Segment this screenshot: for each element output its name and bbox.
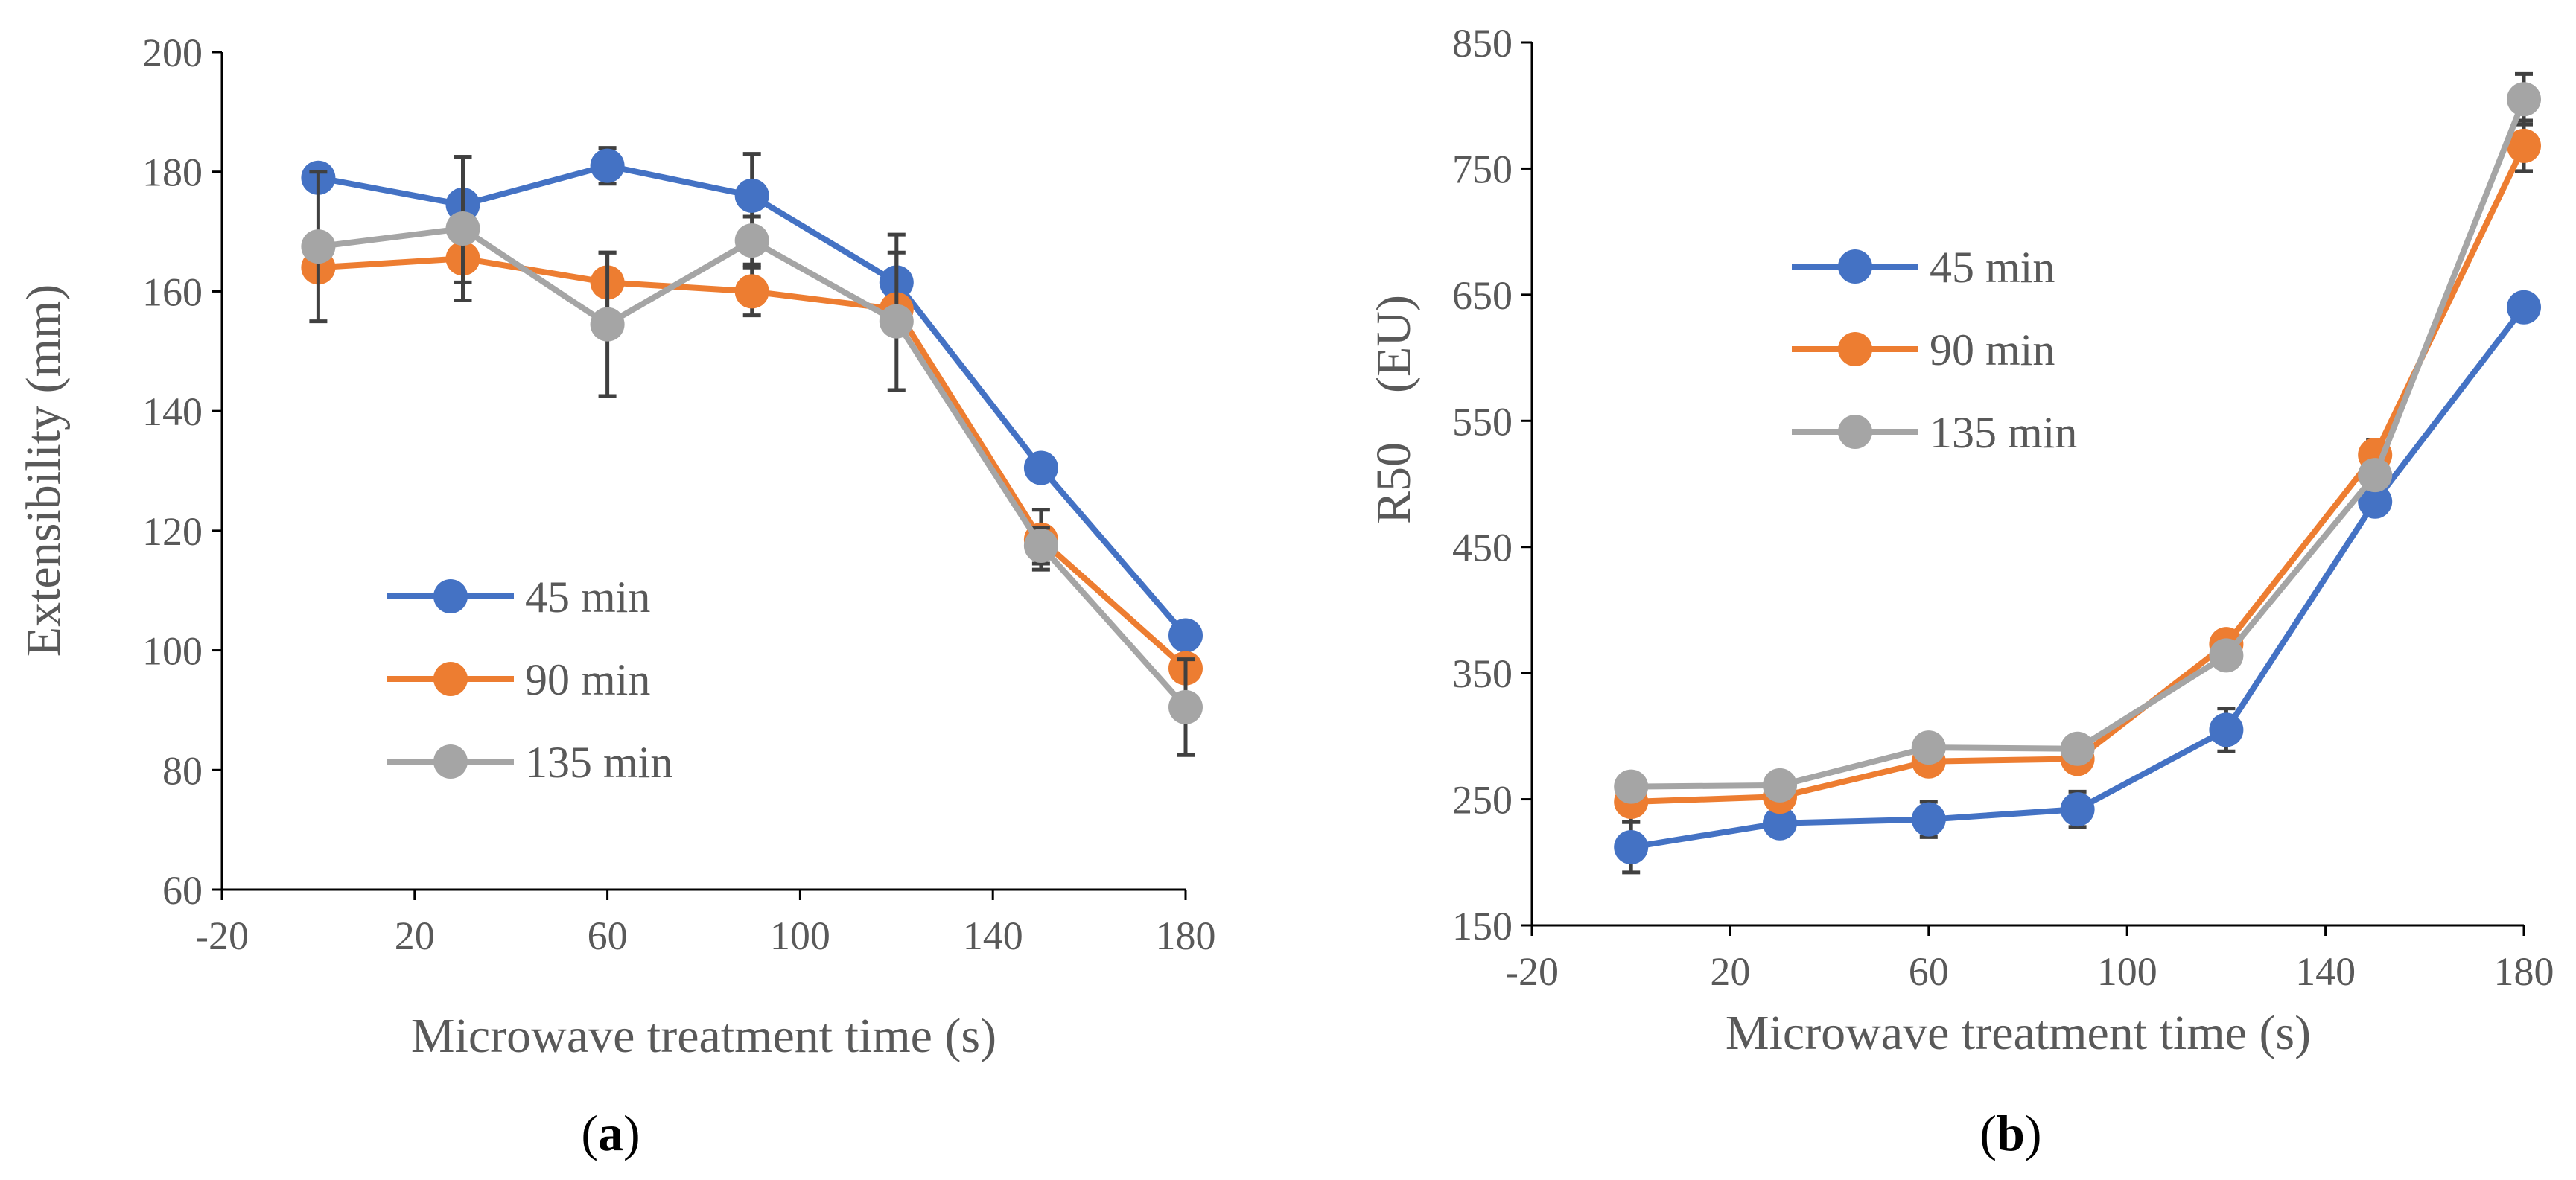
y-tick-label: 80 [162,748,203,793]
y-tick-label: 850 [1452,21,1513,66]
legend-marker [433,662,468,696]
y-tick-label: 550 [1452,399,1513,444]
legend: 45 min 90 min 135 min [1792,243,2077,457]
x-tick-label: 100 [770,913,830,958]
data-point [1911,802,1946,837]
data-point [2507,82,2541,117]
data-point [1023,528,1058,563]
legend-marker [1838,332,1872,366]
y-tick-label: 160 [142,270,203,314]
panel-label: (b) [1979,1105,2041,1161]
y-tick-label: 140 [142,389,203,434]
legend-label: 135 min [1930,408,2077,457]
x-tick-label: 20 [1710,949,1750,994]
series-line [1631,98,2527,790]
y-tick-label: 200 [142,31,203,75]
data-point [590,307,625,342]
y-tick-label: 120 [142,509,203,554]
legend-label: 135 min [525,738,672,787]
series-135-min [1614,71,2541,804]
y-axis-title: R50 (EU) [1367,295,1421,524]
data-point [734,178,769,213]
x-tick-label: -20 [195,913,249,958]
data-point [1614,769,1649,804]
x-tick-label: 100 [2097,949,2157,994]
data-point [1168,618,1203,653]
y-tick-label: 750 [1452,147,1513,191]
y-tick-label: 450 [1452,526,1513,570]
data-point [2507,290,2541,325]
x-axis-title: Microwave treatment time (s) [1726,1006,2311,1060]
data-point [445,211,480,246]
legend: 45 min 90 min 135 min [387,573,672,787]
data-point [2209,712,2244,747]
legend-label: 45 min [525,573,650,622]
data-point [734,274,769,309]
data-point [879,304,914,339]
data-point [1763,768,1797,803]
legend-marker [433,579,468,613]
y-tick-label: 350 [1452,651,1513,696]
x-tick-label: -20 [1505,949,1559,994]
legend-marker [1838,249,1872,284]
panel-label: (a) [581,1105,640,1161]
y-tick-label: 60 [162,868,203,913]
y-tick-label: 650 [1452,273,1513,318]
x-tick-label: 180 [1156,913,1216,958]
y-tick-label: 180 [142,150,203,195]
panel-a-extensibility-chart: 60 80 100 120 140 160 180 200 -20 20 60 100 140 180 Ex… [16,31,1216,1161]
x-tick-label: 20 [395,913,435,958]
legend-marker [1838,415,1872,449]
data-point [1763,806,1797,841]
data-point [2358,458,2393,493]
data-point [2060,792,2095,827]
data-point [2060,731,2095,766]
legend-label: 45 min [1930,243,2055,292]
series-90-min [301,232,1203,686]
data-point [1168,689,1203,724]
data-point [1023,450,1058,485]
data-point [2209,638,2244,673]
data-point [1911,730,1946,765]
legend-marker [433,744,468,779]
data-point [301,229,336,264]
data-point [2358,484,2393,519]
y-tick-label: 150 [1452,904,1513,948]
panel-b-r50-chart: 150 250 350 450 550 650 750 850 -20 20 60 100 140 180… [1367,21,2554,1161]
data-point [1614,829,1649,864]
y-tick-label: 250 [1452,778,1513,823]
x-tick-label: 140 [2295,949,2356,994]
x-tick-label: 60 [588,913,628,958]
series-45-min [1614,290,2541,875]
x-tick-label: 140 [963,913,1023,958]
legend-label: 90 min [1930,325,2055,374]
x-tick-label: 60 [1909,949,1949,994]
data-point [590,148,625,183]
x-tick-label: 180 [2494,949,2554,994]
data-point [734,223,769,258]
y-tick-label: 100 [142,629,203,674]
series-135-min [301,155,1203,757]
y-axis-title: Extensibility (mm) [16,284,71,657]
x-axis-title: Microwave treatment time (s) [411,1009,996,1063]
data-point [2507,128,2541,163]
legend-label: 90 min [525,655,650,704]
